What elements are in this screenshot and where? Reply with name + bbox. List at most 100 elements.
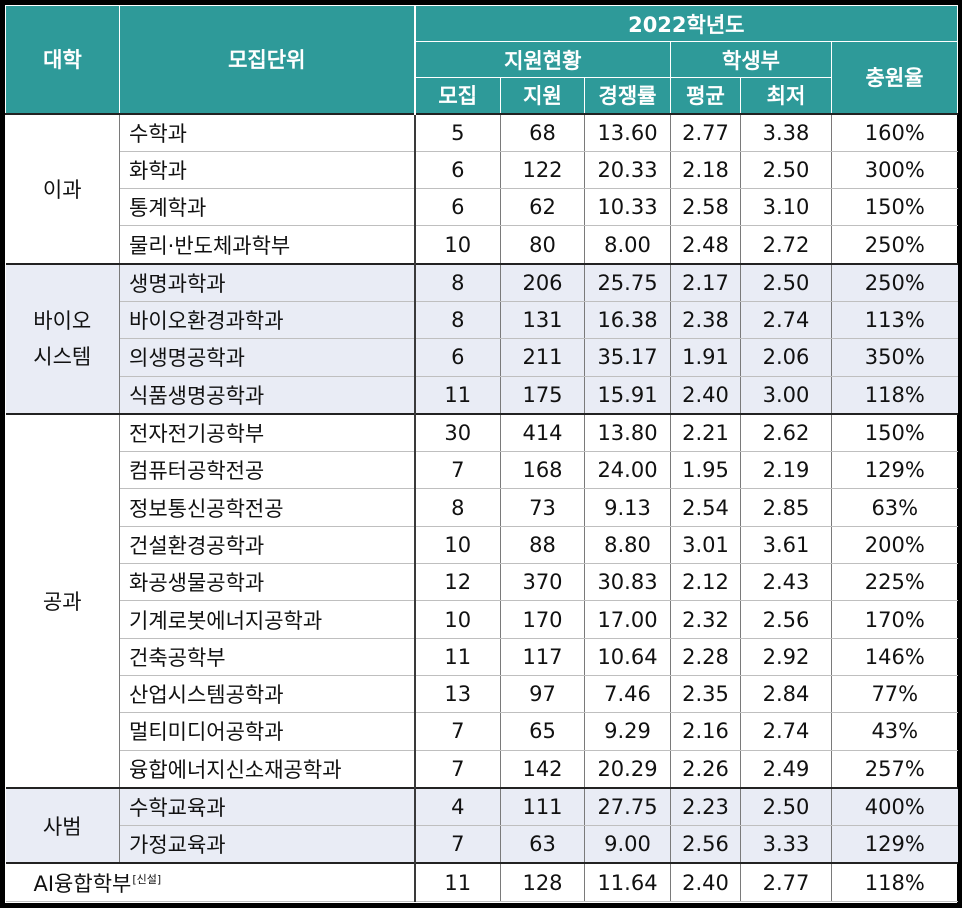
ratio-cell: 20.33	[584, 150, 671, 190]
avg-cell: 1.91	[670, 338, 741, 377]
avg-cell: 2.77	[670, 112, 741, 152]
ratio-cell: 10.33	[584, 188, 671, 227]
fill-rate-cell: 300%	[830, 150, 958, 190]
ratio-cell: 13.80	[584, 412, 671, 453]
header-applicants-group: 지원현황	[413, 41, 671, 78]
recruit-cell: 11	[413, 375, 501, 415]
avg-cell: 2.26	[670, 749, 741, 789]
recruit-cell: 6	[413, 150, 501, 190]
unit-cell: 건설환경공학과	[119, 525, 415, 565]
unit-cell: 멀티미디어공학과	[119, 712, 415, 751]
recruit-cell: 7	[413, 451, 501, 490]
table-row: 기계로봇에너지공학과 10 170 17.00 2.32 2.56 170%	[6, 600, 958, 639]
ratio-cell: 8.00	[584, 225, 671, 265]
header-avg: 평균	[670, 77, 741, 114]
header-ratio: 경쟁률	[584, 77, 671, 114]
table-row: 물리·반도체과학부 10 80 8.00 2.48 2.72 250%	[6, 225, 958, 265]
recruit-cell: 4	[413, 786, 501, 827]
unit-cell: 수학교육과	[119, 786, 415, 827]
ratio-cell: 8.80	[584, 525, 671, 565]
apply-cell: 88	[500, 525, 585, 565]
table-row: 가정교육과 7 63 9.00 2.56 3.33 129%	[6, 825, 958, 864]
header-college: 대학	[5, 5, 120, 114]
ratio-cell: 35.17	[584, 338, 671, 377]
table-row: 융합에너지신소재공학과 7 142 20.29 2.26 2.49 257%	[6, 749, 958, 789]
recruit-cell: 11	[413, 637, 501, 676]
avg-cell: 2.28	[670, 637, 741, 676]
college-name-line: 시스템	[33, 344, 92, 369]
table-row: 바이오 시스템 생명과학과 8 206 25.75 2.17 2.50 250%	[5, 262, 958, 415]
apply-cell: 68	[500, 112, 585, 152]
apply-cell: 370	[500, 563, 585, 602]
ratio-cell: 24.00	[584, 451, 671, 490]
ratio-cell: 9.00	[584, 825, 671, 864]
header-year: 2022학년도	[413, 5, 959, 42]
fill-rate-cell: 257%	[830, 749, 958, 789]
college-cell: 사범	[5, 786, 120, 864]
admission-results-table-container: 대학 모집단위 2022학년도 지원현황 학생부 충원율 모집 지원 경쟁률 평…	[5, 5, 959, 903]
recruit-cell: 7	[413, 749, 501, 789]
recruit-cell: 7	[413, 825, 501, 864]
ai-unit-cell: AI융합학부[신설]	[5, 862, 415, 902]
recruit-cell: 30	[413, 412, 501, 453]
header-recruit: 모집	[413, 77, 501, 114]
unit-cell: 생명과학과	[119, 262, 415, 302]
unit-cell: 기계로봇에너지공학과	[119, 600, 415, 639]
header-unit: 모집단위	[119, 5, 415, 114]
header-apply: 지원	[500, 77, 585, 114]
fill-rate-cell: 129%	[830, 451, 958, 490]
table-body: 이과 수학과 5 68 13.60 2.77 3.38 160% 화학과 6 122 20.33 2.1…	[5, 112, 958, 902]
min-cell: 2.56	[740, 600, 832, 639]
min-cell: 3.33	[740, 825, 832, 864]
table-row: 건설환경공학과 10 88 8.80 3.01 3.61 200%	[6, 525, 958, 565]
recruit-cell: 10	[413, 600, 501, 639]
fill-rate-cell: 350%	[830, 338, 958, 377]
apply-cell: 63	[500, 825, 585, 864]
avg-cell: 2.56	[670, 825, 741, 864]
fill-rate-cell: 150%	[830, 188, 958, 227]
unit-cell: 컴퓨터공학전공	[119, 451, 415, 490]
fill-rate-cell: 118%	[830, 862, 958, 902]
recruit-cell: 12	[413, 563, 501, 602]
avg-cell: 2.40	[670, 862, 741, 902]
ratio-cell: 30.83	[584, 563, 671, 602]
recruit-cell: 10	[413, 525, 501, 565]
header-record-group: 학생부	[670, 41, 832, 78]
table-row: 식품생명공학과 11 175 15.91 2.40 3.00 118%	[6, 375, 958, 415]
recruit-cell: 8	[413, 488, 501, 527]
table-row: 산업시스템공학과 13 97 7.46 2.35 2.84 77%	[6, 674, 958, 714]
avg-cell: 2.12	[670, 563, 741, 602]
recruit-cell: 13	[413, 674, 501, 714]
recruit-cell: 8	[413, 262, 501, 302]
unit-cell: 화학과	[119, 150, 415, 190]
fill-rate-cell: 250%	[830, 262, 958, 302]
ratio-cell: 11.64	[584, 862, 671, 902]
unit-cell: 화공생물공학과	[119, 563, 415, 602]
fill-rate-cell: 160%	[830, 112, 958, 152]
fill-rate-cell: 150%	[830, 412, 958, 453]
unit-cell: 전자전기공학부	[119, 412, 415, 453]
avg-cell: 1.95	[670, 451, 741, 490]
unit-cell: 의생명공학과	[119, 338, 415, 377]
avg-cell: 2.17	[670, 262, 741, 302]
fill-rate-cell: 170%	[830, 600, 958, 639]
apply-cell: 170	[500, 600, 585, 639]
recruit-cell: 11	[413, 862, 501, 902]
college-cell: 이과	[5, 112, 120, 265]
unit-cell: 정보통신공학전공	[119, 488, 415, 527]
apply-cell: 62	[500, 188, 585, 227]
apply-cell: 168	[500, 451, 585, 490]
unit-cell: 건축공학부	[119, 637, 415, 676]
min-cell: 2.85	[740, 488, 832, 527]
min-cell: 2.92	[740, 637, 832, 676]
unit-cell: 수학과	[119, 112, 415, 152]
fill-rate-cell: 113%	[830, 300, 958, 340]
min-cell: 2.50	[740, 262, 832, 302]
avg-cell: 2.38	[670, 300, 741, 340]
new-badge: [신설]	[132, 872, 162, 886]
avg-cell: 2.18	[670, 150, 741, 190]
unit-cell: 산업시스템공학과	[119, 674, 415, 714]
table-row: AI융합학부[신설] 11 128 11.64 2.40 2.77 118%	[5, 862, 958, 902]
recruit-cell: 10	[413, 225, 501, 265]
apply-cell: 73	[500, 488, 585, 527]
